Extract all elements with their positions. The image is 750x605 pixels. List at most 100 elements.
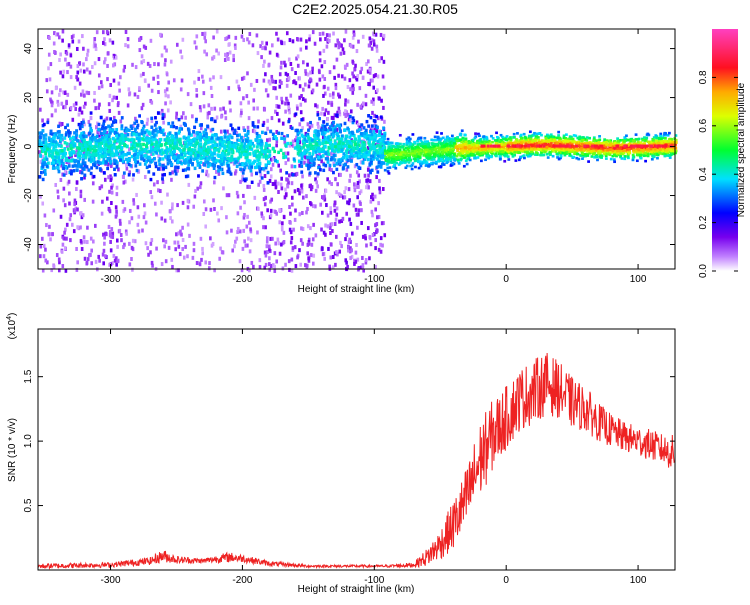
spectrogram-band-pixel [258,155,262,159]
spectrogram-noise-pixel [322,195,325,200]
spectrogram-noise-pixel [243,212,246,217]
spectrogram-band-pixel [195,117,198,122]
spectrogram-noise-pixel [305,39,308,44]
spectrogram-noise-pixel [181,37,185,42]
spectrogram-band-pixel [72,137,76,141]
spectrogram-band-pixel [204,141,207,146]
spectrogram-band-pixel [277,131,281,135]
spectrogram-band-pixel [160,148,164,152]
spectrogram-noise-pixel [236,226,240,231]
spectrogram-band-pixel [327,138,331,143]
spectrogram-band-pixel [171,121,175,125]
spectrogram-noise-pixel [252,98,255,103]
spectrogram-band-pixel [165,137,169,141]
spectrogram-noise-pixel [367,43,371,48]
spectrogram-band-pixel [125,157,128,162]
spectrogram-band-pixel [211,157,214,161]
spectrogram-noise-pixel [165,87,169,92]
spectrogram-noise-pixel [93,37,97,42]
spectrogram-noise-pixel [287,117,291,122]
spectrogram-noise-pixel [312,253,316,258]
spectrogram-noise-pixel [246,184,249,189]
spectrogram-band-pixel [407,161,411,164]
spectrogram-noise-pixel [97,57,101,62]
spectrogram-band-pixel [303,150,306,154]
spectrogram-band-pixel [175,145,178,149]
spectrogram-band-pixel [261,130,264,135]
spectrogram-noise-pixel [264,72,267,77]
spectrogram-band-pixel [47,136,51,140]
spectrogram-band-pixel [103,153,107,157]
spectrogram-noise-pixel [130,245,134,250]
spectrogram-band-pixel [363,151,367,156]
spectrogram-noise-pixel [351,90,355,95]
spectrogram-band-pixel [376,170,380,174]
spectrogram-noise-pixel [235,190,239,195]
spectrogram-noise-pixel [201,74,204,79]
spectrogram-noise-pixel [276,237,280,242]
spectrogram-band-pixel [84,155,88,159]
spectrogram-noise-pixel [344,109,347,114]
spectrogram-noise-pixel [345,167,349,172]
spectrogram-noise-pixel [356,184,359,189]
spectrogram-band-pixel [295,145,299,149]
spectrogram-noise-pixel [333,201,337,206]
spectrogram-band-pixel [319,149,323,154]
spectrogram-noise-pixel [115,95,118,100]
spectrogram-band-pixel [309,163,313,167]
spectrogram-noise-pixel [130,257,133,262]
spectrogram-band-pixel [88,131,91,136]
spectrogram-band-pixel [504,151,508,155]
spectrogram-noise-pixel [191,114,194,119]
spectrogram-band-pixel [309,158,313,163]
spectrogram-band-pixel [198,138,202,142]
spectrogram-noise-pixel [59,177,63,182]
spectrogram-band-pixel [313,157,317,161]
spectrogram-noise-pixel [181,200,185,205]
spectrogram-band-pixel [194,156,198,161]
spectrogram-noise-pixel [75,187,78,192]
spectrogram-noise-pixel [242,215,246,220]
spectrogram-noise-pixel [324,223,327,228]
spectrogram-noise-pixel [323,84,326,89]
spectrogram-noise-pixel [74,106,78,111]
spectrogram-band-pixel [332,153,336,158]
spectrogram-band-pixel [247,139,251,144]
spectrogram-band-pixel [136,143,139,147]
spectrogram-band-pixel [174,172,178,176]
spectrogram-band-pixel [419,164,423,168]
spectrogram-band-pixel [316,172,320,176]
spectrogram-band-pixel [59,144,63,148]
spectrogram-band-pixel [125,144,129,149]
spectrogram-band-pixel [57,130,61,134]
spectrogram-noise-pixel [295,104,299,109]
spectrogram-band-pixel [199,148,203,152]
spectrogram-noise-pixel [227,56,230,61]
spectrogram-band-pixel [339,158,342,162]
spectrogram-band-pixel [241,139,245,143]
spectrogram-band-pixel [347,144,351,149]
spectrogram-band-pixel [365,150,369,155]
spectrogram-band-pixel [121,150,125,155]
spectrogram-band-pixel [223,151,226,156]
spectrogram-band-pixel [203,163,207,167]
spectrogram-band-pixel [360,149,364,153]
spectrogram-noise-pixel [147,83,151,88]
spectrogram-noise-pixel [291,246,295,251]
spectrogram-band-pixel [221,149,225,154]
spectrogram-band-pixel [225,161,229,166]
spectrogram-noise-pixel [251,43,255,48]
spectrogram-noise-pixel [118,152,121,157]
spectrogram-band-pixel [580,154,583,157]
spectrogram-noise-pixel [110,164,113,169]
spectrogram-noise-pixel [84,101,87,106]
spectrogram-band-pixel [248,152,252,156]
spectrogram-noise-pixel [239,101,243,106]
spectrogram-band-pixel [63,141,67,145]
spectrogram-band-pixel [266,170,270,175]
spectrogram-band-pixel [346,165,350,169]
spectrogram-noise-pixel [126,44,130,49]
spectrogram-band-pixel [434,162,438,165]
spectrogram-noise-pixel [217,218,221,223]
spectrogram-noise-pixel [152,182,156,187]
